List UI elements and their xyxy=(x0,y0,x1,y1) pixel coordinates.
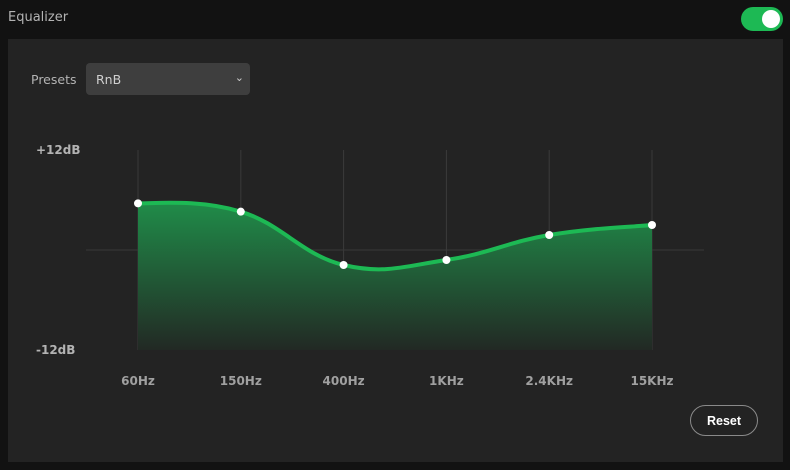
eq-curve xyxy=(136,200,654,272)
x-tick-label: 2.4KHz xyxy=(525,374,573,388)
x-tick-label: 15KHz xyxy=(630,374,673,388)
equalizer-toggle[interactable] xyxy=(741,7,783,31)
eq-handle-150Hz[interactable] xyxy=(236,207,245,216)
toggle-knob xyxy=(762,10,780,28)
reset-button[interactable]: Reset xyxy=(690,405,758,436)
y-min-label: -12dB xyxy=(36,343,76,357)
eq-area-fill xyxy=(138,202,652,350)
presets-selected-value: RnB xyxy=(96,72,122,87)
chevron-down-icon: ⌄ xyxy=(234,71,244,84)
eq-handle-1KHz[interactable] xyxy=(442,256,451,264)
x-tick-label: 150Hz xyxy=(220,374,262,388)
presets-select[interactable]: RnB ⌄ xyxy=(86,63,250,95)
eq-handle-15KHz[interactable] xyxy=(648,221,656,229)
eq-handle-400Hz[interactable] xyxy=(339,261,348,269)
y-max-label: +12dB xyxy=(36,143,81,157)
eq-handle-2.4KHz[interactable] xyxy=(545,231,554,239)
x-tick-label: 400Hz xyxy=(323,374,365,388)
equalizer-title: Equalizer xyxy=(8,10,69,25)
presets-label: Presets xyxy=(31,72,77,87)
eq-handle-60Hz[interactable] xyxy=(134,199,142,208)
x-tick-label: 1KHz xyxy=(429,374,464,388)
x-tick-label: 60Hz xyxy=(121,374,155,388)
